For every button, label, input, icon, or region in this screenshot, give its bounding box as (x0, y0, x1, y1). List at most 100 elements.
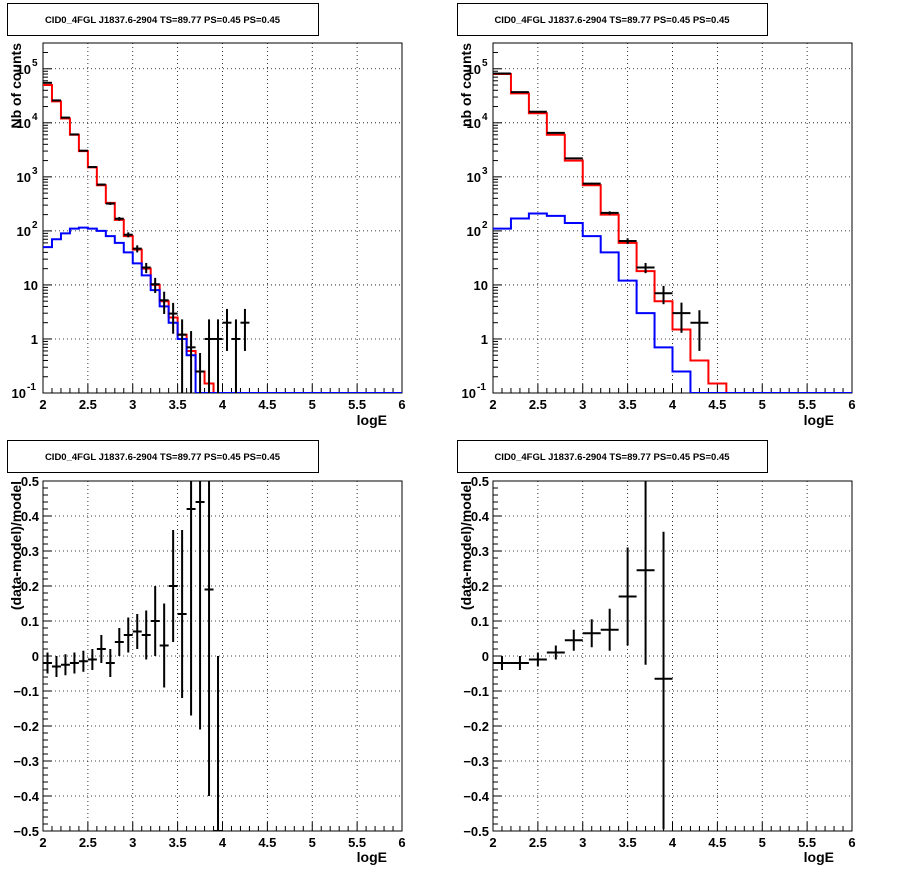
y-tick-exponent: 4 (32, 112, 38, 123)
x-tick-label: 6 (398, 835, 405, 850)
data-point (600, 211, 619, 215)
y-tick-label: 10 (467, 62, 481, 77)
data-point (105, 202, 115, 205)
data-point (600, 608, 619, 651)
title-box: CID0_4FGL J1837.6-2904 TS=89.77 PS=0.45 … (457, 440, 768, 473)
x-tick-label: 4 (219, 835, 227, 850)
x-tick-label: 3 (579, 835, 586, 850)
x-tick-label: 5.5 (348, 397, 366, 412)
panel-3: 2 2.5 3 3.5 4 4.5 5 5.5 6 −0.5 −0.4 −0.3 −0.2 −0.1 0 0.… (7, 440, 406, 865)
data-point (672, 302, 691, 333)
y-tick-label: 10 (467, 224, 481, 239)
x-tick-label: 2 (489, 397, 496, 412)
data-point (69, 652, 79, 674)
y-tick-label: 0.5 (21, 474, 39, 489)
data-point (195, 481, 205, 730)
chart-title: CID0_4FGL J1837.6-2904 TS=89.77 PS=0.45 … (45, 15, 281, 26)
data-point (510, 656, 529, 670)
title-box: CID0_4FGL J1837.6-2904 TS=89.77 PS=0.45 … (7, 3, 319, 36)
y-tick-exponent: 4 (482, 112, 488, 123)
y-tick-label: 10 (17, 224, 31, 239)
x-tick-label: 3 (579, 397, 586, 412)
y-tick-exponent: 2 (482, 220, 488, 231)
y-tick-label: 0.3 (471, 544, 489, 559)
x-tick-label: 2.5 (79, 397, 97, 412)
y-tick-label: −0.3 (13, 754, 39, 769)
x-axis-label: logE (357, 412, 387, 428)
x-tick-label: 3.5 (619, 835, 637, 850)
data-point (204, 319, 214, 393)
data-layer (493, 481, 673, 830)
data-point (493, 656, 511, 670)
x-tick-label: 5 (309, 835, 316, 850)
x-axis-label: logE (804, 849, 834, 865)
y-tick-label: −0.1 (13, 684, 39, 699)
data-point (168, 530, 178, 642)
y-tick-label: 10 (467, 170, 481, 185)
data-point (240, 308, 250, 351)
y-tick-label: 0.1 (21, 614, 39, 629)
y-tick-label: 10 (24, 278, 38, 293)
y-tick-label: 10 (467, 116, 481, 131)
y-tick-label: 0 (482, 649, 489, 664)
y-tick-label: −0.3 (463, 754, 489, 769)
data-layer (493, 72, 852, 393)
chart-title: CID0_4FGL J1837.6-2904 TS=89.77 PS=0.45 … (494, 452, 730, 463)
y-axis-label: nb of counts (458, 43, 474, 127)
data-point (618, 238, 637, 245)
x-tick-label: 5 (309, 397, 316, 412)
x-tick-label: 5.5 (798, 835, 816, 850)
data-layer (43, 481, 223, 831)
y-tick-label: −0.2 (13, 719, 39, 734)
y-axis: −0.5 −0.4 −0.3 −0.2 −0.1 0 0.1 0.2 0.3 0.4 0.5 (463, 474, 502, 839)
y-tick-label: 10 (474, 278, 488, 293)
y-tick-label: 0.1 (471, 614, 489, 629)
panel-4: 2 2.5 3 3.5 4 4.5 5 5.5 6 −0.5 −0.4 −0.3 −0.2 −0.1 0 0.… (457, 440, 856, 865)
x-tick-label: 3 (129, 397, 136, 412)
y-tick-label: 10 (12, 386, 26, 401)
data-point (159, 291, 169, 314)
chart-title: CID0_4FGL J1837.6-2904 TS=89.77 PS=0.45 … (494, 15, 730, 26)
y-tick-label: −0.5 (13, 824, 39, 839)
x-tick-label: 5 (759, 835, 766, 850)
x-tick-label: 4.5 (708, 397, 726, 412)
y-tick-label: 0 (32, 649, 39, 664)
y-axis-label: (data-model)/model (8, 481, 24, 610)
data-point (51, 656, 61, 677)
data-point (690, 310, 709, 351)
data-point (132, 614, 142, 649)
y-tick-exponent: -1 (477, 382, 486, 393)
x-tick-label: 3 (129, 835, 136, 850)
data-point (546, 645, 565, 660)
data-point (186, 481, 196, 716)
data-point (528, 652, 547, 667)
data-point (141, 610, 151, 660)
data-point (78, 149, 88, 152)
x-tick-label: 4.5 (708, 835, 726, 850)
x-axis: 2 2.5 3 3.5 4 4.5 5 5.5 6 (489, 384, 856, 412)
y-tick-label: 10 (17, 62, 31, 77)
data-point (213, 319, 223, 393)
y-tick-label: −0.1 (463, 684, 489, 699)
data-point (123, 617, 133, 653)
x-tick-label: 5 (759, 397, 766, 412)
data-point (564, 157, 583, 160)
x-tick-label: 2.5 (529, 397, 547, 412)
data-point (231, 319, 241, 393)
data-point (582, 182, 601, 185)
y-tick-label: 0.2 (21, 579, 39, 594)
x-tick-label: 6 (848, 397, 855, 412)
x-tick-label: 4.5 (258, 397, 276, 412)
data-points (43, 481, 223, 831)
x-tick-label: 5.5 (798, 397, 816, 412)
data-points (43, 81, 250, 393)
data-point (636, 481, 655, 665)
x-axis-label: logE (804, 412, 834, 428)
y-tick-exponent: 3 (482, 166, 488, 177)
data-point (195, 352, 205, 393)
data-point (60, 654, 70, 676)
y-axis-label: Nb of counts (8, 43, 24, 129)
data-point (159, 603, 169, 688)
